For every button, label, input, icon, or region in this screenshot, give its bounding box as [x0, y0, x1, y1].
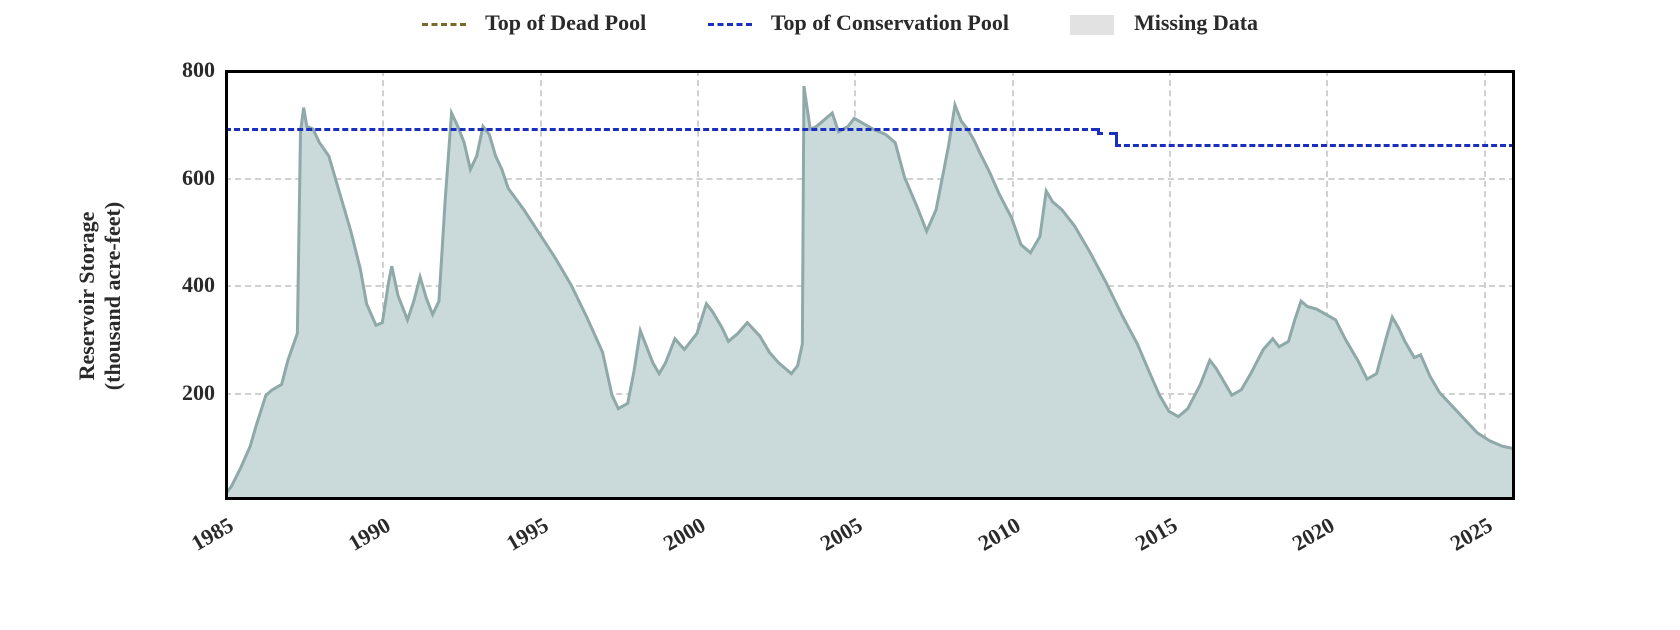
x-tick-label: 2010	[960, 512, 1025, 565]
y-tick-label: 800	[155, 57, 215, 83]
swatch-icon	[1070, 15, 1114, 35]
dash-icon	[422, 23, 466, 26]
y-tick-label: 400	[155, 272, 215, 298]
x-tick-label: 2025	[1432, 512, 1497, 565]
plot-area-border	[225, 70, 1515, 500]
x-tick-label: 1990	[330, 512, 395, 565]
x-tick-label: 2000	[645, 512, 710, 565]
x-tick-label: 2015	[1117, 512, 1182, 565]
y-tick-label: 600	[155, 165, 215, 191]
legend-item-missing: Missing Data	[1070, 10, 1258, 36]
x-tick-label: 2020	[1274, 512, 1339, 565]
x-tick-label: 2005	[802, 512, 867, 565]
legend-item-conservation: Top of Conservation Pool	[708, 10, 1009, 36]
dash-icon	[708, 23, 752, 26]
chart-legend: Top of Dead Pool Top of Conservation Poo…	[0, 8, 1680, 36]
legend-label: Top of Conservation Pool	[771, 10, 1009, 35]
x-tick-label: 1995	[488, 512, 553, 565]
legend-item-deadpool: Top of Dead Pool	[422, 10, 646, 36]
y-tick-label: 200	[155, 380, 215, 406]
x-tick-label: 1985	[173, 512, 238, 565]
y-axis-title-line1: Reservoir Storage	[74, 212, 99, 381]
legend-label: Top of Dead Pool	[485, 10, 646, 35]
y-axis-title-line2: (thousand acre-feet)	[100, 202, 125, 390]
reservoir-storage-chart: Top of Dead Pool Top of Conservation Poo…	[0, 0, 1680, 630]
legend-label: Missing Data	[1134, 10, 1258, 35]
y-axis-title: Reservoir Storage (thousand acre-feet)	[74, 166, 126, 426]
